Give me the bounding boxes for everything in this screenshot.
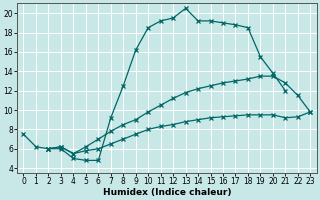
X-axis label: Humidex (Indice chaleur): Humidex (Indice chaleur) [103,188,231,197]
